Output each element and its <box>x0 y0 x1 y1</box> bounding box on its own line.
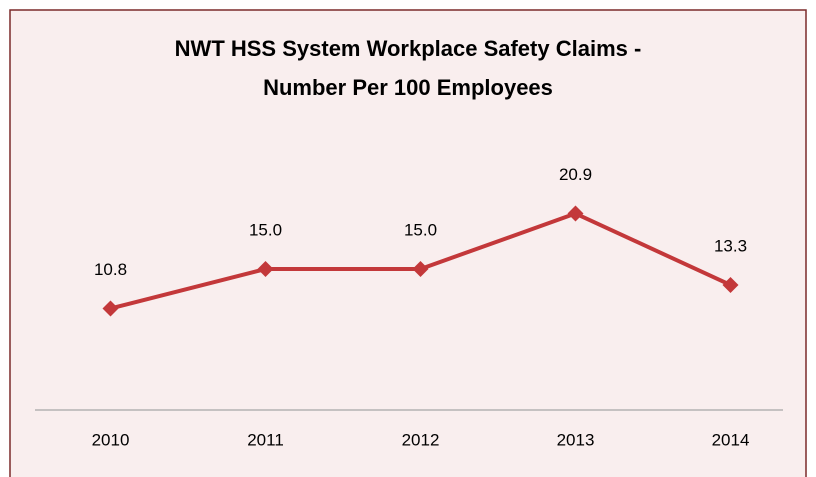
data-label: 10.8 <box>94 260 127 279</box>
x-tick-label: 2013 <box>557 430 595 449</box>
chart-title: NWT HSS System Workplace Safety Claims - <box>175 36 642 61</box>
marker <box>102 300 119 317</box>
data-label: 20.9 <box>559 165 592 184</box>
data-label: 15.0 <box>249 220 282 239</box>
x-tick-label: 2014 <box>712 430 750 449</box>
x-tick-label: 2010 <box>92 430 130 449</box>
x-tick-label: 2011 <box>247 430 284 449</box>
x-tick-label: 2012 <box>402 430 440 449</box>
data-label: 13.3 <box>714 236 747 255</box>
data-label: 15.0 <box>404 220 437 239</box>
marker <box>722 276 739 293</box>
marker <box>567 205 584 222</box>
marker <box>412 261 429 277</box>
chart-title: Number Per 100 Employees <box>263 75 553 100</box>
chart-area <box>9 9 807 477</box>
marker <box>257 261 274 277</box>
